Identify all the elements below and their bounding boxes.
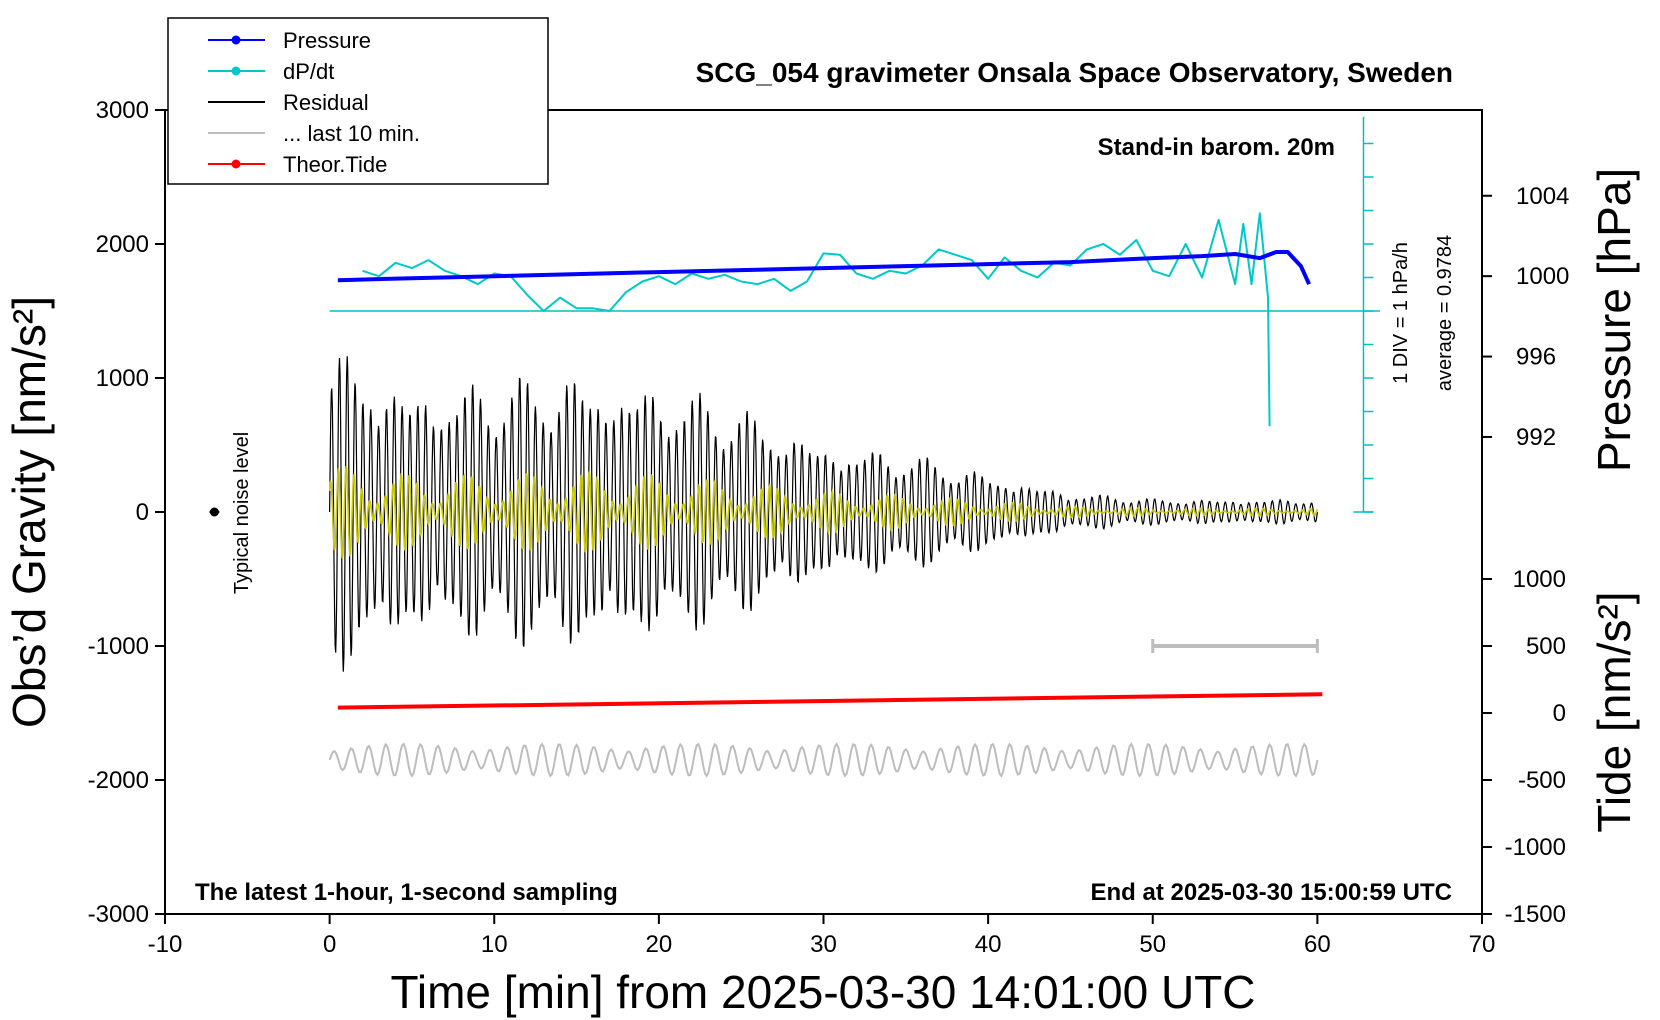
y-tick-label: 1000 (96, 365, 149, 392)
x-tick-label: 10 (481, 931, 508, 958)
x-tick-label: 30 (810, 931, 837, 958)
y-tick-label: 3000 (96, 97, 149, 124)
dpdt-average-label: average = 0.9784 (1434, 235, 1456, 391)
theoretical-tide-trace (337, 692, 1323, 710)
legend-label: Theor.Tide (283, 152, 387, 177)
pressure-tick-label: 996 (1516, 344, 1556, 371)
chart-title: SCG_054 gravimeter Onsala Space Observat… (696, 57, 1453, 88)
tide-tick-label: -1000 (1505, 834, 1566, 861)
pressure-tick-label: 1000 (1516, 263, 1569, 290)
y-axis-title: Obs’d Gravity [nm/s²] (3, 296, 55, 728)
pressure-trace (337, 250, 1311, 286)
pressure-axis-title: Pressure [hPa] (1588, 168, 1640, 472)
tide-axis-title: Tide [nm/s²] (1588, 591, 1640, 832)
tide-tick-label: 500 (1526, 633, 1566, 660)
x-tick-label: 40 (975, 931, 1002, 958)
pressure-tick-label: 992 (1516, 424, 1556, 451)
x-tick-label: 50 (1139, 931, 1166, 958)
noise-level-label: Typical noise level (231, 432, 253, 594)
x-tick-label: 70 (1469, 931, 1496, 958)
tide-tick-label: -1500 (1505, 901, 1566, 928)
legend: Pressure dP/dt Residual ... last 10 min. The… (167, 17, 549, 185)
residual-trace (329, 356, 1318, 672)
legend-label: Pressure (283, 28, 371, 53)
tide-tick-label: 1000 (1513, 566, 1566, 593)
sampling-note: The latest 1-hour, 1-second sampling (195, 879, 618, 906)
data-traces (209, 109, 1380, 778)
legend-label: ... last 10 min. (283, 121, 420, 146)
last-10-min-trace (328, 742, 1319, 778)
y-tick-label: -3000 (88, 901, 149, 928)
stand-in-barometer-label: Stand-in barom. 20m (1098, 134, 1335, 161)
y-tick-label: 0 (136, 499, 149, 526)
noise-level-marker (209, 507, 219, 517)
y-tick-label: -2000 (88, 767, 149, 794)
tide-tick-label: 0 (1553, 700, 1566, 727)
div-scale-label: 1 DIV = 1 hPa/h (1390, 242, 1412, 384)
x-tick-label: 60 (1304, 931, 1331, 958)
legend-label: Residual (283, 90, 369, 115)
y-tick-label: -1000 (88, 633, 149, 660)
x-tick-label: -10 (148, 931, 183, 958)
end-time-note: End at 2025-03-30 15:00:59 UTC (1091, 879, 1453, 906)
residual-filtered-trace (328, 465, 1319, 559)
dpdt-trace (362, 212, 1271, 427)
legend-marker (231, 66, 241, 76)
pressure-tick-label: 1004 (1516, 183, 1569, 210)
axes: -10 0 10 20 30 40 50 60 70 -3000 -2000 -1000 0 1000 20… (88, 97, 1570, 958)
y-tick-label: 2000 (96, 231, 149, 258)
legend-marker (231, 159, 241, 169)
tide-tick-label: -500 (1518, 767, 1566, 794)
x-tick-label: 0 (323, 931, 336, 958)
x-tick-label: 20 (646, 931, 673, 958)
x-axis-title: Time [min] from 2025-03-30 14:01:00 UTC (391, 966, 1256, 1018)
legend-marker (231, 35, 241, 45)
legend-label: dP/dt (283, 59, 334, 84)
